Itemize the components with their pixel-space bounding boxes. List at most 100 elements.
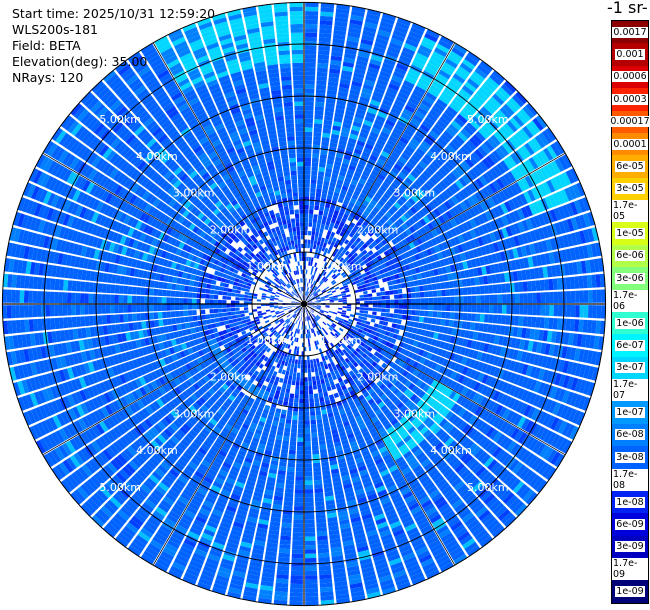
beta-cell	[347, 301, 352, 304]
beta-cell	[495, 147, 506, 159]
beta-cell	[376, 292, 382, 297]
beta-cell	[316, 518, 327, 524]
beta-cell	[475, 419, 485, 430]
beta-cell	[305, 6, 319, 12]
beta-cell	[325, 287, 331, 291]
beta-cell	[323, 311, 329, 315]
beta-cell	[388, 342, 395, 349]
beta-cell	[439, 180, 448, 190]
beta-cell	[437, 333, 443, 341]
beta-cell	[391, 524, 403, 533]
beta-cell	[456, 149, 467, 160]
beta-cell	[305, 557, 317, 563]
beta-cell	[373, 181, 381, 189]
beta-cell	[502, 261, 509, 272]
beta-cell	[269, 378, 275, 385]
beta-cell	[399, 404, 408, 413]
beta-cell	[272, 398, 278, 404]
beta-cell	[332, 227, 337, 233]
beta-cell	[448, 474, 459, 485]
beta-cell	[379, 185, 388, 193]
beta-cell	[416, 363, 423, 371]
beta-cell	[213, 583, 228, 591]
beta-cell	[285, 329, 289, 334]
beta-cell	[347, 247, 353, 253]
beta-cell	[170, 485, 182, 495]
beta-cell	[390, 492, 401, 501]
beta-cell	[557, 388, 566, 402]
beta-cell	[432, 455, 442, 465]
beta-cell	[308, 218, 313, 223]
beta-cell	[417, 188, 426, 197]
beta-cell	[327, 264, 332, 269]
beta-cell	[540, 253, 547, 266]
beta-cell	[396, 63, 409, 72]
beta-cell	[289, 441, 297, 446]
beta-cell	[317, 384, 322, 390]
beta-cell	[556, 318, 563, 330]
beta-cell	[293, 323, 297, 329]
beta-cell	[305, 291, 308, 296]
beta-cell	[400, 51, 414, 60]
beta-cell	[314, 281, 318, 286]
beta-cell	[416, 176, 426, 185]
beta-cell	[485, 185, 494, 196]
beta-cell	[366, 489, 376, 497]
beta-cell	[315, 192, 322, 198]
beta-cell	[283, 436, 290, 442]
beta-cell	[282, 342, 287, 348]
beta-cell	[272, 420, 279, 427]
beta-cell	[408, 275, 414, 282]
beta-cell	[553, 305, 559, 317]
beta-cell	[342, 540, 355, 547]
beta-cell	[326, 386, 332, 392]
beta-cell	[493, 263, 500, 273]
beta-cell	[430, 379, 438, 388]
beta-cell	[300, 308, 303, 313]
beta-cell	[221, 558, 234, 566]
beta-cell	[354, 312, 360, 316]
beta-cell	[375, 177, 384, 185]
beta-cell	[442, 177, 451, 187]
beta-cell	[398, 330, 404, 336]
beta-cell	[295, 310, 299, 315]
beta-cell	[400, 112, 411, 121]
beta-cell	[186, 505, 198, 515]
beta-cell	[382, 537, 395, 546]
beta-cell	[450, 403, 459, 413]
beta-cell	[486, 77, 500, 89]
beta-cell	[253, 432, 261, 440]
beta-cell	[344, 195, 351, 202]
beta-cell	[363, 267, 370, 273]
beta-cell	[314, 367, 319, 372]
beta-cell	[363, 313, 368, 318]
beta-cell	[258, 357, 264, 364]
beta-cell	[479, 342, 486, 352]
beta-cell	[359, 325, 365, 331]
beta-cell	[381, 181, 390, 189]
beta-cell	[259, 439, 267, 446]
beta-cell	[505, 213, 513, 225]
beta-cell	[352, 329, 358, 334]
beta-cell	[277, 399, 283, 406]
beta-cell	[319, 293, 324, 297]
beta-cell	[230, 579, 244, 587]
beta-cell	[462, 338, 469, 347]
beta-cell	[321, 141, 329, 147]
beta-cell	[306, 297, 311, 301]
beta-cell	[517, 448, 528, 461]
beta-cell	[206, 520, 219, 529]
beta-cell	[382, 587, 397, 595]
beta-cell	[312, 275, 315, 280]
beta-cell	[288, 330, 292, 336]
beta-cell	[364, 434, 372, 442]
beta-cell	[519, 467, 530, 480]
beta-cell	[459, 487, 471, 498]
beta-cell	[396, 120, 407, 129]
beta-cell	[445, 471, 457, 481]
beta-cell	[582, 319, 588, 333]
beta-cell	[462, 287, 468, 295]
beta-cell	[205, 472, 216, 481]
beta-cell	[304, 441, 311, 447]
beta-cell	[320, 149, 328, 155]
